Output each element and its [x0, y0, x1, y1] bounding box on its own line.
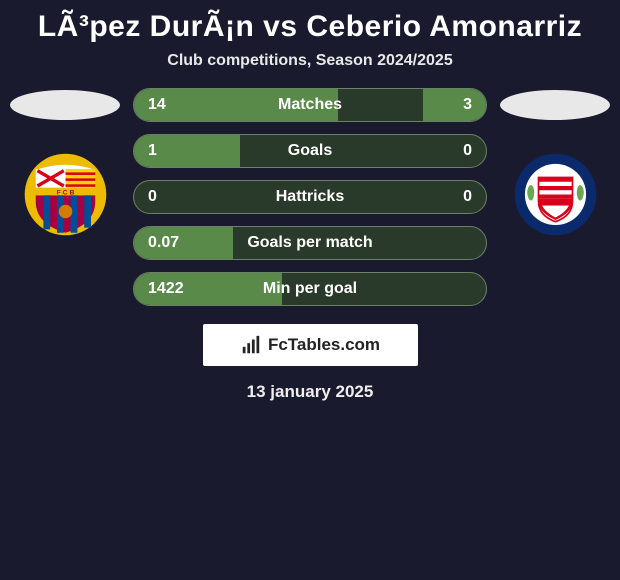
svg-text:LUGO: LUGO	[542, 165, 567, 174]
player-right-nameplate	[500, 90, 610, 120]
stat-label: Goals	[134, 142, 486, 160]
stat-value-right: 3	[463, 96, 472, 114]
watermark[interactable]: FcTables.com	[203, 324, 418, 366]
stat-row-matches: 14 Matches 3	[133, 88, 487, 122]
player-left-nameplate	[10, 90, 120, 120]
subtitle: Club competitions, Season 2024/2025	[0, 52, 620, 70]
lugo-crest: LUGO	[513, 152, 598, 237]
stat-label: Min per goal	[134, 280, 486, 298]
date-text: 13 january 2025	[0, 382, 620, 402]
stat-value-right: 0	[463, 188, 472, 206]
stat-label: Goals per match	[134, 234, 486, 252]
stat-value-right: 0	[463, 142, 472, 160]
stat-label: Matches	[134, 96, 486, 114]
page-title: LÃ³pez DurÃ¡n vs Ceberio Amonarriz	[0, 10, 620, 44]
watermark-text: FcTables.com	[268, 335, 380, 355]
stat-row-min-per-goal: 1422 Min per goal	[133, 272, 487, 306]
stat-row-hattricks: 0 Hattricks 0	[133, 180, 487, 214]
fcb-crest: F C B	[23, 152, 108, 237]
stat-label: Hattricks	[134, 188, 486, 206]
fcb-crest-icon: F C B	[23, 152, 108, 237]
right-player-column: LUGO	[495, 88, 615, 237]
bar-chart-icon	[240, 334, 262, 356]
main-row: F C B 14 Matches 3	[0, 88, 620, 306]
stat-row-goals: 1 Goals 0	[133, 134, 487, 168]
comparison-card: LÃ³pez DurÃ¡n vs Ceberio Amonarriz Club …	[0, 0, 620, 402]
lugo-crest-icon: LUGO	[513, 152, 598, 237]
stats-column: 14 Matches 3 1 Goals 0 0 Hattricks 0	[125, 88, 495, 306]
left-player-column: F C B	[5, 88, 125, 237]
stat-row-goals-per-match: 0.07 Goals per match	[133, 226, 487, 260]
